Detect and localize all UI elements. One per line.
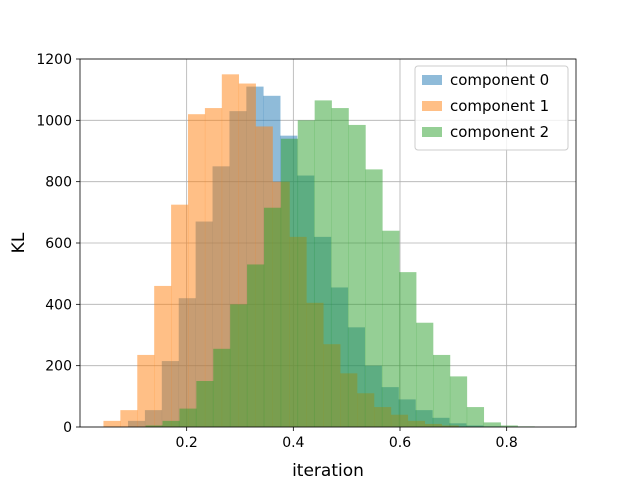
y-tick-label: 200 [45, 359, 72, 375]
histogram-bar [145, 425, 163, 427]
legend-swatch [422, 75, 442, 85]
x-axis-ticks: 0.2 0.4 0.6 0.8 [176, 427, 518, 451]
y-axis-ticks: 0 200 400 600 800 1000 1200 [36, 52, 80, 436]
legend: component 0 component 1 component 2 [414, 65, 569, 151]
histogram-bar [213, 348, 231, 427]
histogram-bar [196, 381, 214, 427]
histogram-bar [179, 408, 197, 427]
y-tick-label: 800 [45, 175, 72, 191]
histogram-bar [137, 354, 155, 427]
histogram-bar [120, 410, 138, 427]
legend-label: component 2 [450, 123, 549, 141]
y-tick-label: 0 [63, 420, 72, 436]
legend-swatch [422, 101, 442, 111]
histogram-bar [500, 425, 518, 427]
histogram-bar [365, 169, 383, 427]
y-tick-label: 600 [45, 236, 72, 252]
legend-label: component 0 [450, 71, 549, 89]
histogram-bar [103, 420, 121, 427]
histogram-bar [204, 108, 223, 428]
histogram-bar [416, 322, 434, 427]
histogram-bar [297, 120, 315, 427]
histogram-bar [154, 285, 172, 427]
histogram-bar [483, 422, 501, 427]
x-tick-label: 0.6 [389, 435, 411, 451]
histogram-bar [399, 272, 417, 427]
histogram-bar [171, 204, 189, 427]
x-axis-title: iteration [292, 461, 364, 480]
histogram-bars [103, 74, 535, 428]
histogram-bar [188, 114, 206, 427]
legend-box [414, 65, 569, 151]
histogram-bar [348, 124, 366, 427]
histogram-bar [263, 207, 282, 427]
histogram-bar [230, 304, 248, 427]
histogram-bar [247, 264, 265, 427]
legend-swatch [422, 127, 442, 137]
histogram-bar [162, 420, 180, 427]
y-axis-title: KL [9, 232, 29, 253]
y-tick-label: 1000 [36, 113, 72, 129]
histogram-bar [449, 376, 468, 427]
x-tick-label: 0.4 [282, 435, 304, 451]
x-tick-label: 0.8 [496, 435, 518, 451]
y-tick-label: 1200 [36, 52, 72, 68]
y-tick-label: 400 [45, 297, 72, 313]
histogram-bar [466, 407, 485, 427]
histogram-bar [382, 230, 400, 427]
histogram-bar [331, 108, 349, 428]
histogram-bar [433, 354, 451, 427]
series-2-bars [145, 100, 535, 428]
legend-label: component 1 [450, 97, 549, 115]
x-tick-label: 0.2 [176, 435, 198, 451]
histogram-bar [314, 100, 332, 428]
histogram-bar [280, 138, 299, 427]
